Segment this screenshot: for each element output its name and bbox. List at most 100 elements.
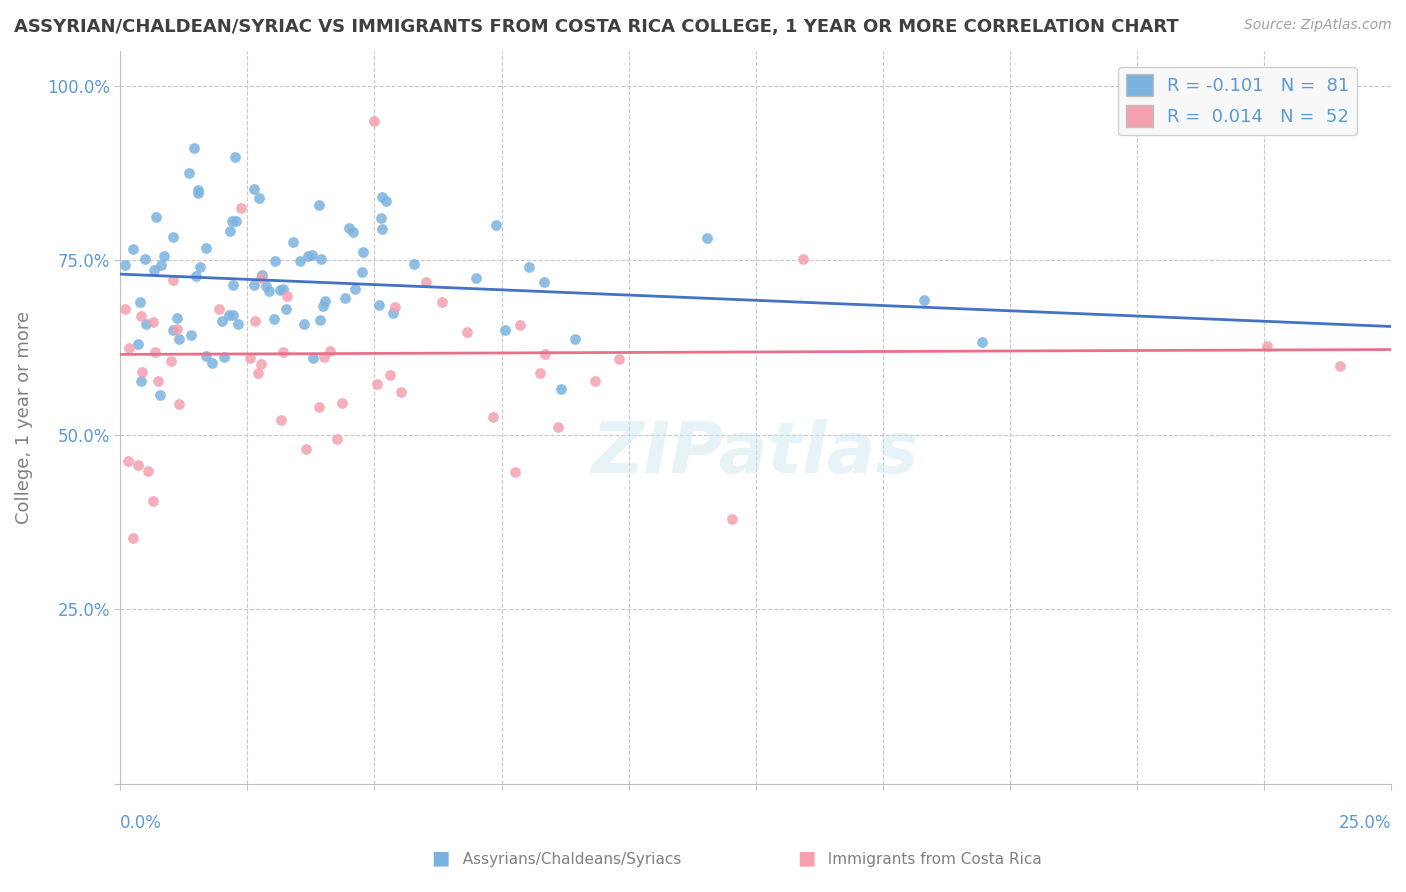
Point bbox=[378, 368, 401, 383]
Point bbox=[212, 350, 235, 364]
Point bbox=[494, 323, 516, 337]
Point bbox=[143, 262, 166, 277]
Point bbox=[249, 357, 271, 371]
Point bbox=[312, 299, 335, 313]
Point bbox=[564, 332, 586, 346]
Point bbox=[970, 334, 993, 349]
Point bbox=[188, 260, 211, 274]
Point bbox=[226, 317, 249, 331]
Point bbox=[308, 198, 330, 212]
Point bbox=[352, 244, 374, 259]
Point bbox=[143, 345, 166, 359]
Point bbox=[519, 260, 541, 274]
Point bbox=[607, 352, 630, 367]
Point bbox=[533, 346, 555, 360]
Point bbox=[153, 250, 176, 264]
Point bbox=[270, 413, 292, 427]
Point bbox=[224, 150, 246, 164]
Point bbox=[288, 254, 311, 268]
Point bbox=[114, 258, 136, 272]
Point bbox=[402, 257, 425, 271]
Point bbox=[271, 282, 294, 296]
Point bbox=[529, 366, 551, 380]
Text: ASSYRIAN/CHALDEAN/SYRIAC VS IMMIGRANTS FROM COSTA RICA COLLEGE, 1 YEAR OR MORE C: ASSYRIAN/CHALDEAN/SYRIAC VS IMMIGRANTS F… bbox=[14, 18, 1178, 36]
Point bbox=[122, 532, 145, 546]
Point bbox=[148, 388, 170, 402]
Point bbox=[221, 213, 243, 227]
Point bbox=[166, 311, 188, 326]
Point bbox=[430, 295, 453, 310]
Point bbox=[131, 365, 153, 379]
Text: ZIPatlas: ZIPatlas bbox=[592, 419, 920, 489]
Point bbox=[482, 409, 505, 424]
Point bbox=[344, 282, 367, 296]
Point bbox=[301, 248, 323, 262]
Point bbox=[167, 332, 190, 346]
Point bbox=[363, 113, 385, 128]
Point bbox=[271, 345, 294, 359]
Point bbox=[912, 293, 935, 307]
Point bbox=[218, 309, 240, 323]
Point bbox=[337, 221, 360, 235]
Point bbox=[129, 310, 152, 324]
Text: Immigrants from Costa Rica: Immigrants from Costa Rica bbox=[818, 852, 1042, 867]
Point bbox=[370, 190, 392, 204]
Text: ■: ■ bbox=[797, 848, 815, 867]
Point bbox=[186, 268, 208, 283]
Point bbox=[547, 420, 569, 434]
Point bbox=[308, 400, 330, 414]
Point bbox=[696, 231, 718, 245]
Point bbox=[222, 308, 245, 322]
Point bbox=[243, 278, 266, 293]
Point bbox=[222, 277, 245, 292]
Point bbox=[792, 252, 814, 267]
Point bbox=[335, 291, 357, 305]
Y-axis label: College, 1 year or more: College, 1 year or more bbox=[15, 310, 32, 524]
Point bbox=[129, 295, 152, 310]
Point bbox=[162, 229, 184, 244]
Point bbox=[309, 252, 332, 266]
Point bbox=[146, 375, 169, 389]
Point bbox=[381, 306, 404, 320]
Point bbox=[254, 278, 277, 293]
Point bbox=[721, 511, 744, 525]
Point bbox=[263, 254, 285, 268]
Point bbox=[180, 327, 202, 342]
Point bbox=[259, 285, 281, 299]
Point bbox=[509, 318, 531, 333]
Point bbox=[145, 210, 167, 224]
Point bbox=[250, 270, 273, 285]
Point bbox=[117, 454, 139, 468]
Point bbox=[352, 265, 374, 279]
Point bbox=[1256, 339, 1278, 353]
Text: Source: ZipAtlas.com: Source: ZipAtlas.com bbox=[1244, 18, 1392, 32]
Point bbox=[129, 375, 152, 389]
Point bbox=[384, 300, 406, 314]
Point bbox=[211, 314, 233, 328]
Point bbox=[292, 317, 315, 331]
Point bbox=[297, 249, 319, 263]
Point bbox=[183, 141, 205, 155]
Point bbox=[389, 384, 412, 399]
Point bbox=[177, 166, 200, 180]
Point bbox=[374, 194, 396, 208]
Point bbox=[263, 312, 285, 326]
Point bbox=[308, 312, 330, 326]
Point bbox=[370, 211, 392, 225]
Text: Assyrians/Chaldeans/Syriacs: Assyrians/Chaldeans/Syriacs bbox=[453, 852, 681, 867]
Point bbox=[134, 252, 156, 267]
Point bbox=[242, 182, 264, 196]
Point bbox=[142, 493, 165, 508]
Point bbox=[231, 201, 253, 215]
Point bbox=[314, 294, 336, 309]
Point bbox=[302, 351, 325, 366]
Point bbox=[550, 382, 572, 396]
Point bbox=[114, 302, 136, 317]
Point bbox=[250, 268, 273, 283]
Point bbox=[583, 374, 606, 388]
Point bbox=[187, 183, 209, 197]
Legend: R = -0.101   N =  81, R =  0.014   N =  52: R = -0.101 N = 81, R = 0.014 N = 52 bbox=[1118, 67, 1357, 135]
Point bbox=[281, 235, 304, 249]
Point bbox=[225, 214, 247, 228]
Point bbox=[1329, 359, 1351, 373]
